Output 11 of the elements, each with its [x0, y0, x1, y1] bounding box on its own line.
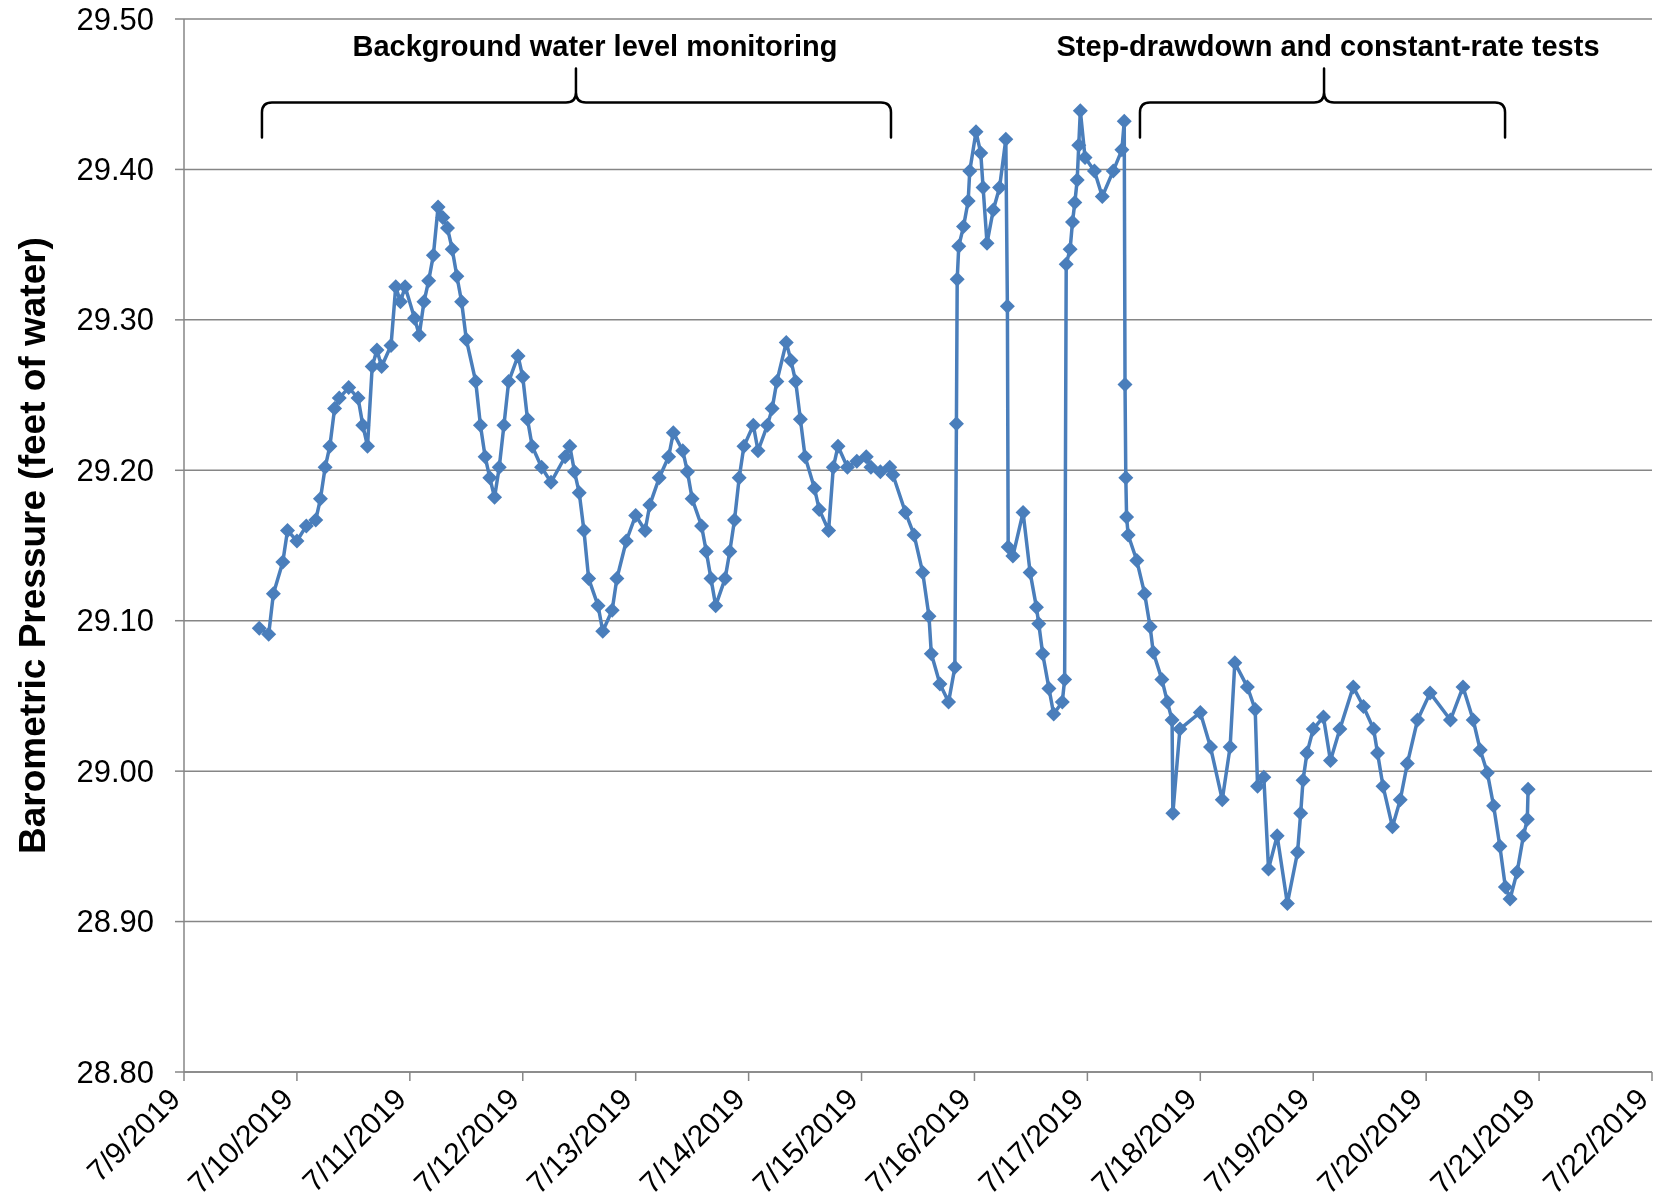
annotation: Background water level monitoring — [352, 30, 838, 63]
y-tick-label: 28.80 — [76, 1054, 154, 1090]
y-tick-label: 28.90 — [76, 904, 154, 940]
y-tick-label: 29.00 — [76, 753, 154, 789]
y-tick-label: 29.40 — [76, 151, 154, 187]
y-tick-label: 29.10 — [76, 603, 154, 639]
y-tick-label: 29.30 — [76, 302, 154, 338]
y-tick-label: 29.20 — [76, 452, 154, 488]
annotation: Step-drawdown and constant-rate tests — [1056, 30, 1600, 63]
y-tick-label: 29.50 — [76, 1, 154, 37]
y-axis-title: Barometric Pressure (feet of water) — [11, 237, 53, 854]
